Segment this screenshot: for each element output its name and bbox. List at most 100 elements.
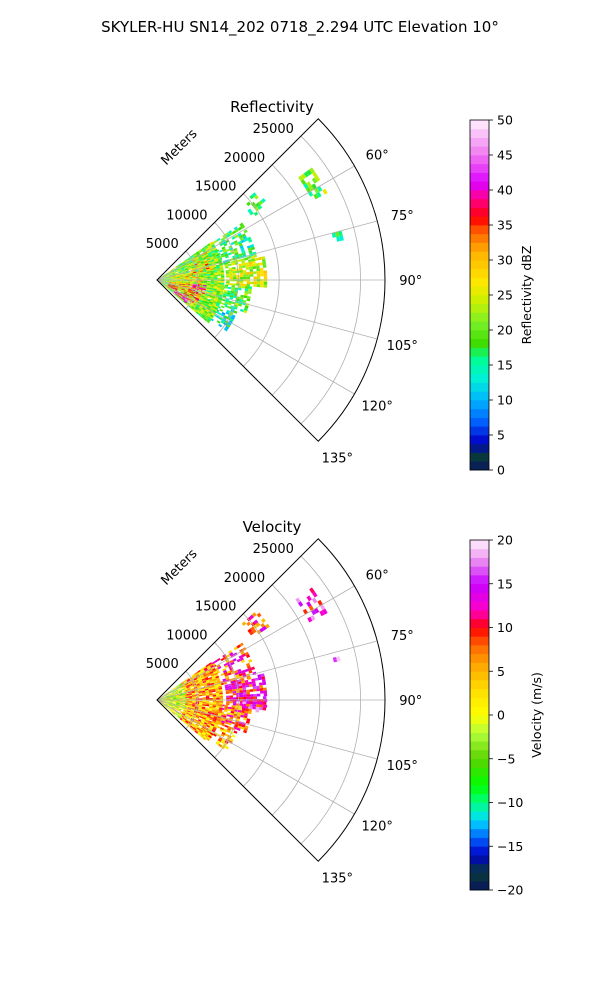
echo-gate: [195, 311, 200, 315]
echo-gate: [183, 291, 188, 294]
echo-gate: [208, 707, 213, 710]
echo-gate: [203, 298, 207, 302]
echo-gate: [192, 286, 196, 289]
echo-gate: [229, 695, 234, 698]
echo-gate: [261, 258, 266, 263]
echo-gate: [207, 305, 212, 309]
echo-gate: [195, 257, 199, 261]
echo-gate: [186, 292, 191, 295]
echo-gate: [162, 281, 167, 282]
echo-gate: [220, 320, 225, 324]
echo-gate: [199, 683, 204, 686]
echo-gate: [256, 279, 261, 282]
echo-gate: [213, 299, 218, 303]
echo-gate: [178, 691, 183, 694]
echo-gate: [209, 671, 214, 675]
echo-gate: [334, 231, 340, 238]
echo-gate: [179, 275, 184, 277]
echo-gate: [220, 277, 225, 280]
echo-gate: [300, 179, 307, 186]
echo-gate: [239, 703, 244, 707]
echo-gate: [245, 264, 250, 268]
echo-gate: [195, 298, 199, 302]
echo-gate: [191, 692, 196, 695]
echo-gate: [214, 282, 218, 285]
echo-gate: [215, 707, 220, 710]
echo-gate: [221, 718, 226, 722]
echo-gate: [177, 709, 182, 712]
echo-gate: [181, 297, 186, 300]
echo-gate: [260, 622, 266, 628]
reflectivity-tick-labels: 50001000015000200002500060°75°90°105°120…: [146, 122, 423, 466]
echo-gate: [170, 708, 174, 711]
echo-gate: [216, 267, 221, 271]
echo-gate: [169, 289, 173, 292]
echo-gate: [189, 683, 193, 687]
echo-gate: [207, 282, 211, 284]
echo-gate: [177, 687, 181, 690]
echo-gate: [212, 254, 217, 258]
echo-gate: [219, 697, 224, 700]
echo-gate: [165, 274, 169, 277]
echo-gate: [248, 659, 253, 663]
echo-gate: [172, 711, 176, 715]
echo-gate: [186, 678, 190, 682]
echo-gate: [200, 713, 204, 716]
echo-gate: [228, 720, 233, 724]
echo-gate: [209, 254, 213, 258]
echo-gate: [165, 703, 169, 706]
echo-gate: [180, 685, 184, 688]
range-tick-label: 10000: [166, 628, 207, 643]
echo-gate: [219, 267, 224, 270]
echo-gate: [202, 704, 206, 706]
echo-gate: [185, 712, 190, 715]
echo-gate: [183, 695, 187, 698]
echo-gate: [177, 295, 181, 299]
echo-gate: [162, 696, 166, 699]
echo-gate: [234, 304, 239, 308]
echo-gate: [169, 697, 174, 699]
echo-gate: [171, 282, 175, 284]
echo-gate: [223, 291, 228, 295]
echo-gate: [245, 286, 249, 289]
echo-gate: [197, 688, 202, 691]
echo-gate: [175, 712, 179, 716]
echo-gate: [174, 270, 179, 273]
colorbar-box: [470, 837, 489, 847]
echo-gate: [176, 712, 180, 715]
echo-gate: [222, 715, 227, 718]
echo-gate: [195, 715, 200, 719]
echo-gate: [192, 675, 197, 679]
echo-gate: [165, 695, 170, 698]
colorbar-box: [470, 216, 489, 226]
echo-gate: [210, 250, 215, 254]
echo-gate: [239, 299, 244, 303]
echo-gate: [197, 308, 202, 312]
echo-gate: [176, 702, 180, 704]
echo-gate: [188, 682, 192, 685]
echo-gate: [238, 234, 243, 239]
echo-gate: [223, 251, 228, 255]
echo-gate: [208, 253, 213, 257]
echo-gate: [239, 222, 244, 227]
echo-gate: [197, 732, 201, 736]
echo-gate: [208, 311, 212, 315]
colorbar-box: [470, 767, 489, 777]
echo-gate: [249, 274, 254, 277]
echo-gate: [305, 187, 312, 193]
echo-gate: [197, 720, 201, 724]
echo-gate: [162, 698, 167, 700]
echo-gate: [212, 694, 217, 697]
echo-region: [298, 167, 328, 200]
echo-gate: [165, 703, 169, 706]
echo-gate: [198, 730, 203, 734]
echo-gate: [167, 270, 171, 273]
echo-gate: [185, 297, 190, 301]
azimuth-tick-label: 105°: [387, 339, 418, 354]
echo-gate: [203, 722, 208, 725]
echo-gate: [237, 670, 242, 675]
echo-gate: [218, 316, 223, 321]
echo-gate: [208, 727, 213, 731]
echo-gate: [229, 275, 234, 278]
colorbar-tick-label: 35: [497, 218, 513, 233]
